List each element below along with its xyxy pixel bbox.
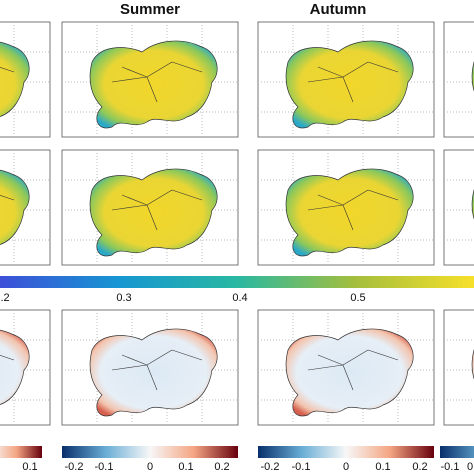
basin-lines [111, 61, 203, 103]
colorbar-label: 0 [147, 461, 153, 473]
map-panel [443, 149, 474, 266]
basin-lines [307, 189, 399, 231]
basin-lines [307, 349, 399, 391]
map-panel [0, 149, 51, 266]
colorbar-label: -0.2 [261, 461, 280, 473]
map-panel [257, 21, 435, 138]
colorbar-label: 0.1 [22, 461, 37, 473]
panel-frame [443, 309, 474, 426]
colorbar-label: 0.3 [116, 292, 131, 304]
basin-lines [307, 61, 399, 103]
map-panel [61, 21, 239, 138]
colorbar-label: 0.5 [350, 292, 365, 304]
map-panel [61, 309, 239, 426]
colorbar [258, 446, 434, 458]
colorbar [0, 276, 474, 288]
colorbar-label: 0 [467, 461, 473, 473]
panel-title: Summer [120, 1, 180, 18]
map-panel [257, 309, 435, 426]
map-panel [0, 309, 51, 426]
panel-frame [443, 21, 474, 138]
map-panel [257, 149, 435, 266]
map-panel [61, 149, 239, 266]
colorbar-label: -0.1 [95, 461, 114, 473]
colorbar-label: -0.1 [292, 461, 311, 473]
colorbar [62, 446, 238, 458]
colorbar [0, 446, 42, 458]
colorbar-label: 0.4 [232, 292, 247, 304]
colorbar-label: 0.2 [0, 292, 10, 304]
colorbar-label: 0.1 [375, 461, 390, 473]
map-panel [443, 309, 474, 426]
basin-lines [111, 189, 203, 231]
map-panel [0, 21, 51, 138]
colorbar-label: -0.2 [65, 461, 84, 473]
panel-frame [443, 149, 474, 266]
colorbar-label: 0.2 [412, 461, 427, 473]
colorbar [440, 446, 474, 458]
map-panel [443, 21, 474, 138]
colorbar-label: -0.1 [441, 461, 460, 473]
colorbar-label: 0.2 [214, 461, 229, 473]
basin-lines [111, 349, 203, 391]
colorbar-label: 0 [343, 461, 349, 473]
panel-title: Autumn [310, 1, 367, 18]
colorbar-label: 0.1 [178, 461, 193, 473]
